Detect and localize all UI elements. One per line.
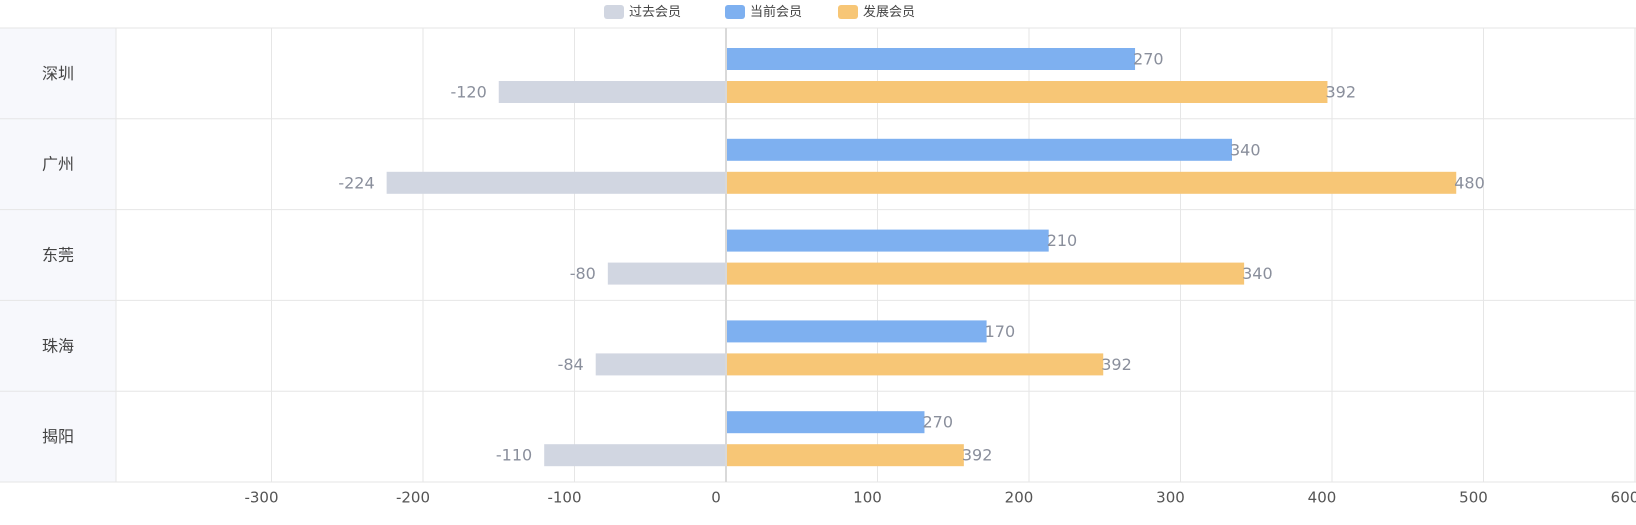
bar-current-members[interactable] — [726, 229, 1049, 252]
data-label-development-members: 392 — [1325, 83, 1356, 102]
bar-current-members[interactable] — [726, 138, 1233, 161]
data-label-past-members: -84 — [558, 355, 584, 374]
data-label-current-members: 340 — [1230, 140, 1261, 159]
legend-label: 当前会员 — [750, 4, 802, 20]
data-label-development-members: 392 — [1101, 355, 1132, 374]
legend-item[interactable]: 当前会员 — [725, 4, 802, 20]
data-label-development-members: 340 — [1242, 264, 1273, 283]
data-label-past-members: -110 — [496, 446, 532, 465]
data-label-development-members: 480 — [1454, 173, 1485, 192]
bar-past-members[interactable] — [544, 444, 726, 467]
bar-current-members[interactable] — [726, 48, 1136, 70]
x-tick-label: -300 — [244, 489, 278, 507]
category-label: 深圳 — [42, 64, 74, 83]
x-tick-label: 200 — [1005, 489, 1034, 507]
bar-past-members[interactable] — [607, 262, 726, 285]
bar-development-members[interactable] — [726, 262, 1245, 285]
category-column-background — [0, 28, 116, 482]
x-tick-label: 300 — [1156, 489, 1185, 507]
legend-item[interactable]: 过去会员 — [604, 5, 681, 20]
x-tick-label: 500 — [1459, 489, 1488, 507]
category-label: 广州 — [42, 155, 74, 174]
data-label-current-members: 170 — [985, 322, 1016, 341]
legend-label: 发展会员 — [863, 4, 915, 20]
category-label: 东莞 — [42, 246, 74, 265]
x-tick-label: 400 — [1308, 489, 1337, 507]
data-label-current-members: 270 — [922, 413, 953, 432]
bar-development-members[interactable] — [726, 353, 1104, 376]
legend-swatch — [725, 5, 745, 19]
legend-swatch — [604, 5, 624, 19]
legend-swatch — [838, 5, 858, 19]
data-label-current-members: 270 — [1133, 50, 1164, 69]
x-tick-label: 0 — [711, 489, 721, 507]
data-label-development-members: 392 — [962, 446, 993, 465]
bar-current-members[interactable] — [726, 320, 987, 343]
data-label-past-members: -120 — [450, 83, 486, 102]
category-label: 珠海 — [42, 336, 74, 355]
bar-past-members[interactable] — [498, 81, 726, 103]
bar-development-members[interactable] — [726, 444, 964, 467]
x-tick-label: -100 — [547, 489, 581, 507]
x-tick-label: 600 — [1611, 489, 1636, 507]
bar-past-members[interactable] — [595, 353, 726, 376]
bar-development-members[interactable] — [726, 81, 1328, 103]
bar-development-members[interactable] — [726, 171, 1457, 194]
bar-past-members[interactable] — [386, 171, 726, 194]
legend-item[interactable]: 发展会员 — [838, 4, 915, 20]
category-label: 揭阳 — [42, 427, 74, 446]
data-label-past-members: -80 — [570, 264, 596, 283]
data-label-past-members: -224 — [338, 173, 374, 192]
x-tick-label: -200 — [396, 489, 430, 507]
data-label-current-members: 210 — [1047, 231, 1078, 250]
x-tick-label: 100 — [853, 489, 882, 507]
legend-label: 过去会员 — [629, 5, 681, 20]
bar-current-members[interactable] — [726, 411, 925, 434]
